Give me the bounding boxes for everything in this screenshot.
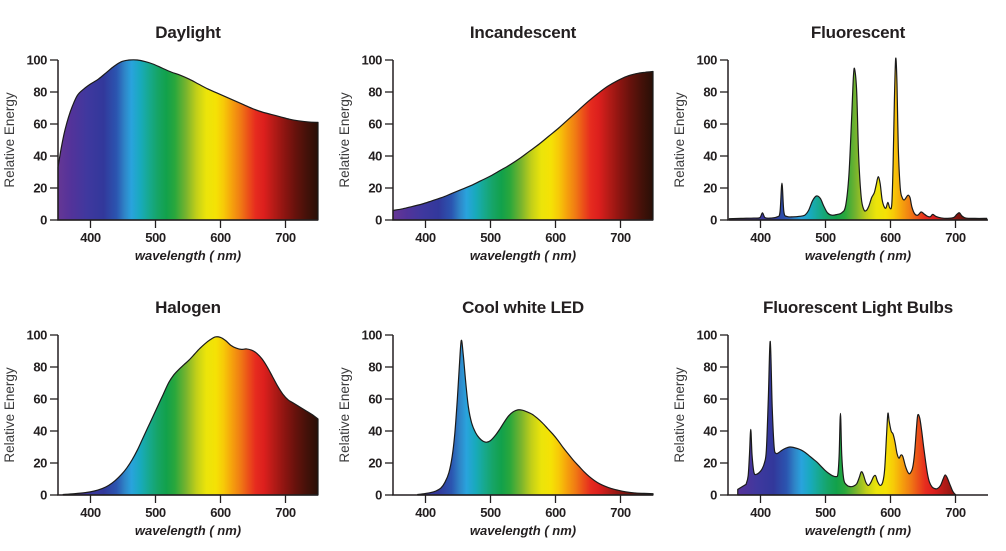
x-tick-label: 400 [80,505,101,520]
y-tick-label: 0 [710,213,717,228]
y-axis-label: Relative Energy [337,92,352,188]
chart-fluorescent-panel: Fluorescent Relative Energy wavelength (… [670,0,1006,274]
x-tick-label: 400 [415,505,436,520]
chart-title: Fluorescent Light Bulbs [763,297,953,317]
y-tick-label: 40 [33,149,47,164]
spectral-chart-svg: Relative Energy wavelength ( nm) 0 20 40 60… [337,327,654,538]
y-tick-label: 20 [368,181,382,196]
y-tick-label: 0 [40,213,47,228]
y-tick-label: 60 [368,391,382,406]
y-tick-label: 20 [33,181,47,196]
y-tick-label: 20 [368,455,382,470]
y-tick-label: 60 [368,117,382,132]
spectrum-curve [392,70,654,221]
x-tick-label: 700 [610,505,631,520]
y-tick-label: 80 [33,85,47,100]
y-tick-label: 100 [697,53,718,68]
y-tick-label: 80 [368,359,382,374]
y-tick-label: 0 [375,213,382,228]
x-axis-label: wavelength ( nm) [470,523,576,538]
y-tick-label: 80 [703,85,717,100]
x-tick-label: 600 [210,230,231,245]
spectral-chart-svg: Relative Energy wavelength ( nm) 0 20 40 60… [337,53,654,263]
y-tick-label: 60 [33,391,47,406]
chart-title: Cool white LED [462,297,584,317]
y-axis-label: Relative Energy [2,367,17,463]
x-tick-label: 500 [145,505,166,520]
chart-incandescent-panel: Incandescent Relative Energy wavelength … [335,0,670,274]
x-tick-label: 400 [750,505,771,520]
x-axis-label: wavelength ( nm) [135,523,241,538]
x-tick-label: 700 [610,230,631,245]
x-tick-label: 500 [815,505,836,520]
spectrum-curve [737,340,957,496]
chart-title: Daylight [155,23,221,42]
y-tick-label: 60 [703,117,717,132]
x-tick-label: 700 [275,505,296,520]
chart-halogen-panel: Halogen Relative Energy wavelength ( nm)… [0,275,335,549]
y-tick-label: 0 [375,487,382,502]
y-axis-label: Relative Energy [672,367,687,463]
x-tick-label: 700 [945,505,966,520]
x-tick-label: 500 [815,230,836,245]
y-tick-label: 60 [33,117,47,132]
x-tick-label: 600 [880,505,901,520]
y-tick-label: 100 [27,327,48,342]
x-axis-label: wavelength ( nm) [470,248,576,263]
x-tick-label: 700 [275,230,296,245]
x-tick-label: 600 [210,505,231,520]
x-tick-label: 400 [750,230,771,245]
y-tick-label: 20 [703,455,717,470]
x-axis-label: wavelength ( nm) [135,248,241,263]
y-axis-label: Relative Energy [337,367,352,463]
chart-cool-white-led-panel: Cool white LED Relative Energy wavelengt… [335,275,670,549]
x-tick-label: 700 [945,230,966,245]
spectral-chart-svg: Relative Energy wavelength ( nm) 0 20 40 60… [672,327,988,538]
y-tick-label: 40 [33,423,47,438]
y-tick-label: 40 [368,149,382,164]
x-tick-label: 600 [545,505,566,520]
y-tick-label: 20 [703,181,717,196]
y-tick-label: 40 [703,149,717,164]
y-tick-label: 80 [368,85,382,100]
y-tick-label: 20 [33,455,47,470]
x-tick-label: 500 [480,505,501,520]
spectral-chart-svg: Relative Energy wavelength ( nm) 0 20 40 60… [672,53,988,263]
x-axis-label: wavelength ( nm) [805,523,911,538]
y-axis-label: Relative Energy [2,92,17,188]
spectral-chart-svg: Relative Energy wavelength ( nm) 0 20 40 60… [2,53,319,263]
x-tick-label: 500 [480,230,501,245]
y-tick-label: 0 [40,487,47,502]
chart-title: Incandescent [469,23,577,42]
chart-daylight-panel: Daylight Relative Energy wavelength ( nm… [0,0,335,274]
chart-title: Halogen [155,297,221,317]
x-tick-label: 400 [80,230,101,245]
x-axis-label: wavelength ( nm) [805,248,911,263]
chart-title: Fluorescent [810,23,906,42]
y-tick-label: 80 [703,359,717,374]
spectrum-curve [728,57,988,221]
y-tick-label: 100 [362,327,383,342]
spectrum-curve [57,59,319,221]
y-tick-label: 40 [703,423,717,438]
y-tick-label: 40 [368,423,382,438]
spectral-chart-svg: Relative Energy wavelength ( nm) 0 20 40 60… [2,327,319,538]
x-tick-label: 600 [880,230,901,245]
y-tick-label: 100 [697,327,718,342]
y-tick-label: 80 [33,359,47,374]
y-tick-label: 100 [362,53,383,68]
chart-fluorescent-light-bulbs-panel: Fluorescent Light Bulbs Relative Energy … [670,275,1006,549]
x-tick-label: 500 [145,230,166,245]
y-axis-label: Relative Energy [672,92,687,188]
y-tick-label: 0 [710,487,717,502]
x-tick-label: 400 [415,230,436,245]
x-tick-label: 600 [545,230,566,245]
y-tick-label: 60 [703,391,717,406]
spectrum-curve [417,339,654,496]
y-tick-label: 100 [27,53,48,68]
spectrum-curve [62,335,319,496]
